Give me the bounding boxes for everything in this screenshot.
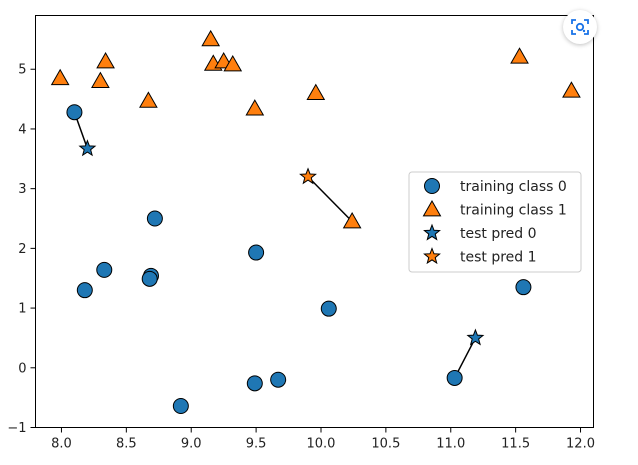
y-tick-label: −1 bbox=[7, 421, 26, 436]
legend-label: training class 1 bbox=[460, 203, 567, 219]
data-point-training-class-0 bbox=[446, 369, 463, 386]
data-point-test-pred-1 bbox=[299, 167, 317, 185]
data-point-training-class-0 bbox=[248, 244, 265, 261]
axis-ticks: 8.0 8.5 9.0 9.5 10.0 10.5 11.0 11.5 12.0 −1 0 1 2 3 4 5 bbox=[7, 63, 595, 452]
lens-icon[interactable] bbox=[563, 10, 597, 44]
y-tick-label: 5 bbox=[18, 63, 26, 78]
legend-marker bbox=[423, 247, 441, 265]
data-point-training-class-0 bbox=[515, 279, 532, 296]
data-point-test-pred-0 bbox=[78, 139, 97, 157]
y-tick-label: 2 bbox=[18, 242, 26, 257]
data-point-training-class-1 bbox=[201, 29, 221, 47]
legend: training class 0 training class 1 test pre… bbox=[408, 171, 582, 273]
neighbor-line bbox=[307, 176, 353, 223]
data-point-training-class-1 bbox=[223, 54, 243, 72]
data-point-training-class-1 bbox=[342, 211, 362, 229]
x-tick-label: 12.0 bbox=[566, 437, 595, 452]
data-point-training-class-0 bbox=[246, 375, 263, 392]
y-tick-label: 3 bbox=[18, 182, 26, 197]
x-tick-label: 9.0 bbox=[181, 437, 202, 452]
data-point-training-class-1 bbox=[562, 81, 581, 98]
data-point-training-class-0 bbox=[96, 261, 113, 278]
lens-icon-glyph bbox=[571, 19, 589, 35]
y-tick-label: 4 bbox=[18, 122, 26, 137]
x-tick-label: 10.5 bbox=[371, 437, 400, 452]
legend-label: test pred 1 bbox=[460, 250, 537, 266]
x-tick-label: 8.5 bbox=[116, 437, 137, 452]
legend-marker bbox=[422, 199, 442, 217]
data-point-training-class-1 bbox=[50, 68, 70, 86]
data-point-training-class-1 bbox=[510, 47, 529, 64]
x-tick-label: 11.5 bbox=[501, 437, 530, 452]
x-tick-label: 10.0 bbox=[307, 437, 336, 452]
x-tick-label: 9.5 bbox=[246, 437, 267, 452]
legend-label: test pred 0 bbox=[460, 226, 537, 242]
data-point-training-class-0 bbox=[146, 210, 163, 227]
y-tick-label: 1 bbox=[18, 302, 26, 317]
x-tick-label: 11.0 bbox=[436, 437, 465, 452]
data-point-training-class-1 bbox=[91, 71, 110, 89]
x-tick-label: 8.0 bbox=[51, 437, 72, 452]
data-point-training-class-0 bbox=[141, 270, 158, 287]
data-point-training-class-1 bbox=[96, 51, 115, 69]
legend-box bbox=[408, 171, 582, 273]
data-point-training-class-0 bbox=[172, 398, 189, 415]
y-tick-label: 0 bbox=[18, 361, 26, 376]
legend-label: training class 0 bbox=[460, 179, 567, 195]
data-point-training-class-1 bbox=[139, 91, 158, 108]
data-point-training-class-0 bbox=[270, 371, 287, 388]
data-point-training-class-1 bbox=[245, 99, 265, 116]
legend-marker bbox=[423, 223, 441, 241]
legend-marker bbox=[424, 178, 440, 194]
data-point-training-class-0 bbox=[320, 300, 337, 317]
data-point-test-pred-0 bbox=[466, 328, 485, 346]
data-point-training-class-0 bbox=[66, 104, 83, 121]
data-points bbox=[50, 29, 581, 415]
data-point-training-class-1 bbox=[306, 83, 326, 100]
data-point-training-class-0 bbox=[76, 282, 93, 299]
